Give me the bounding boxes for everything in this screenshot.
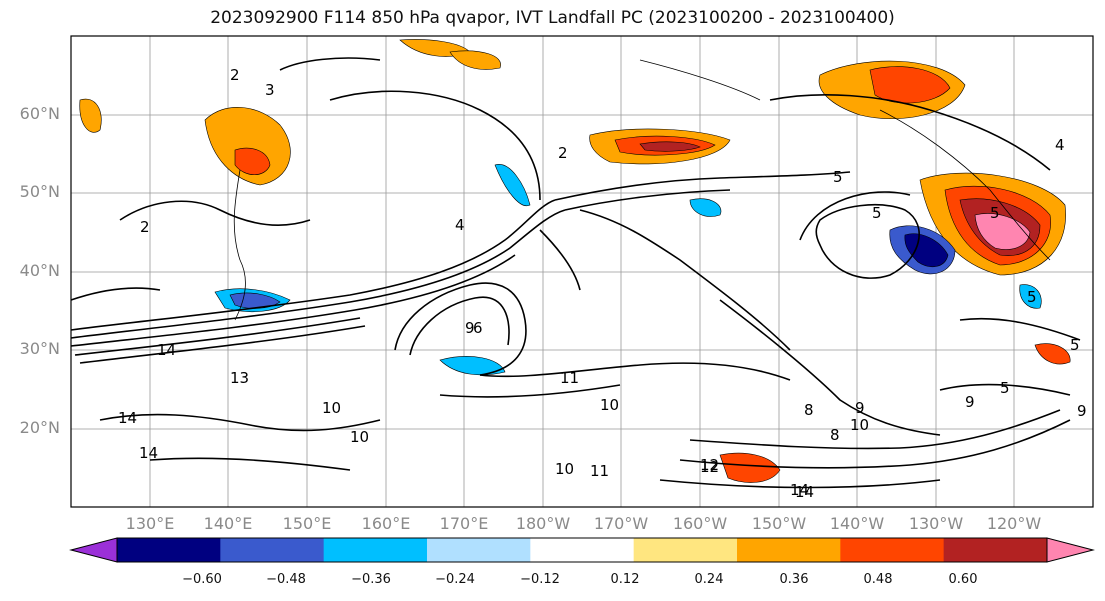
contour-label: 10 <box>350 428 369 446</box>
lon-label-150w: 150°W <box>751 514 807 533</box>
lon-label-130w: 130°W <box>908 514 964 533</box>
contour-label: 14 <box>118 409 137 427</box>
ivt-contours <box>70 57 1081 489</box>
colorbar-tick: −0.36 <box>351 572 391 587</box>
contour-label: 8 <box>804 401 814 419</box>
qvapor-shading <box>79 39 1071 483</box>
lon-label-130e: 130°E <box>125 514 175 533</box>
contour-label: 10 <box>600 396 619 414</box>
lon-label-140e: 140°E <box>203 514 253 533</box>
colorbar-segment <box>943 538 1048 562</box>
lon-label-120w: 120°W <box>986 514 1042 533</box>
lon-label-170e: 170°E <box>439 514 489 533</box>
contour-label: 14 <box>790 481 809 499</box>
colorbar-segment <box>220 538 325 562</box>
colorbar-segment <box>323 538 428 562</box>
colorbar-segment <box>427 538 531 562</box>
contour-label: 10 <box>322 399 341 417</box>
contour-label: 12 <box>700 458 719 476</box>
colorbar-segment <box>530 538 635 562</box>
colorbar-tick: −0.60 <box>182 572 222 587</box>
lat-label-50n: 50°N <box>19 182 60 201</box>
colorbar-tick: 0.24 <box>694 572 724 587</box>
map-title: 2023092900 F114 850 hPa qvapor, IVT Land… <box>210 8 895 28</box>
colorbar-tick: −0.24 <box>435 572 475 587</box>
colorbar-tick: 0.36 <box>779 572 809 587</box>
colorbar <box>69 537 1095 563</box>
coastlines <box>233 59 1051 321</box>
lon-label-160w: 160°W <box>672 514 728 533</box>
contour-label: 13 <box>230 369 249 387</box>
contour-label: 2 <box>558 144 568 162</box>
colorbar-segment <box>633 538 738 562</box>
map-frame <box>70 35 1094 508</box>
contour-label: 4 <box>1055 136 1065 154</box>
contour-label: 5 <box>1027 288 1037 306</box>
lat-label-20n: 20°N <box>19 418 60 437</box>
colorbar-tick: −0.12 <box>520 572 560 587</box>
contour-label: 2 <box>140 218 150 236</box>
lon-label-150e: 150°E <box>282 514 332 533</box>
contour-label: 11 <box>560 369 579 387</box>
lat-label-60n: 60°N <box>19 104 60 123</box>
contour-label: 10 <box>555 460 574 478</box>
colorbar-segment <box>840 538 945 562</box>
contour-label: 6 <box>473 319 483 337</box>
contour-label: 4 <box>455 216 465 234</box>
colorbar-segment <box>117 538 221 562</box>
contour-label: 10 <box>850 416 869 434</box>
contour-label: 5 <box>990 204 1000 222</box>
colorbar-extend-low <box>69 537 118 563</box>
contour-label: 14 <box>795 483 814 501</box>
colorbar-frame <box>116 537 1048 563</box>
contour-label: 14 <box>139 444 158 462</box>
contour-label: 3 <box>265 81 275 99</box>
contour-label: 5 <box>872 204 882 222</box>
contour-label: 2 <box>230 66 240 84</box>
colorbar-tick: −0.48 <box>266 572 306 587</box>
colorbar-extend-high <box>1046 537 1095 563</box>
lon-label-180w: 180°W <box>515 514 571 533</box>
lon-label-140w: 140°W <box>829 514 885 533</box>
contour-label: 9 <box>1077 402 1087 420</box>
lon-gridlines <box>149 36 1015 507</box>
colorbar-tick: 0.12 <box>610 572 640 587</box>
lat-label-30n: 30°N <box>19 339 60 358</box>
contour-label: 9 <box>855 399 865 417</box>
contour-label: 9 <box>465 319 475 337</box>
colorbar-tick: 0.60 <box>948 572 978 587</box>
lon-label-170w: 170°W <box>593 514 649 533</box>
contour-label: 8 <box>830 426 840 444</box>
contour-label: 5 <box>1000 379 1010 397</box>
contour-label: 5 <box>1070 336 1080 354</box>
contour-label: 11 <box>590 462 609 480</box>
lat-label-40n: 40°N <box>19 261 60 280</box>
colorbar-tick: 0.48 <box>863 572 893 587</box>
contour-label: 9 <box>965 393 975 411</box>
contour-label: 5 <box>833 168 843 186</box>
colorbar-segment <box>737 538 841 562</box>
lon-label-160e: 160°E <box>361 514 411 533</box>
contour-label: 12 <box>700 456 719 474</box>
contour-label: 14 <box>157 341 176 359</box>
